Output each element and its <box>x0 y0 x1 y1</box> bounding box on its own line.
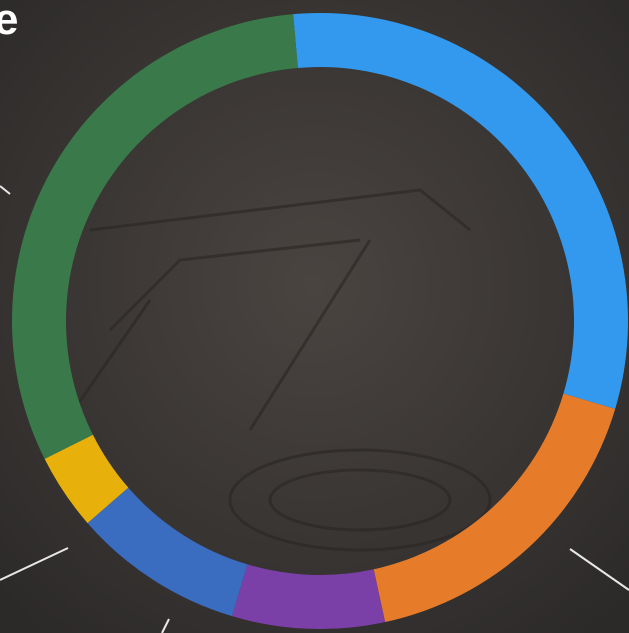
donut-segment <box>373 393 616 623</box>
leader-lines <box>0 185 629 633</box>
chart-title: e <box>0 0 18 44</box>
donut-segment <box>44 434 129 524</box>
donut-segment <box>12 14 298 459</box>
donut-segment <box>87 487 248 617</box>
donut-segment <box>293 13 628 409</box>
donut-segment <box>232 564 386 629</box>
